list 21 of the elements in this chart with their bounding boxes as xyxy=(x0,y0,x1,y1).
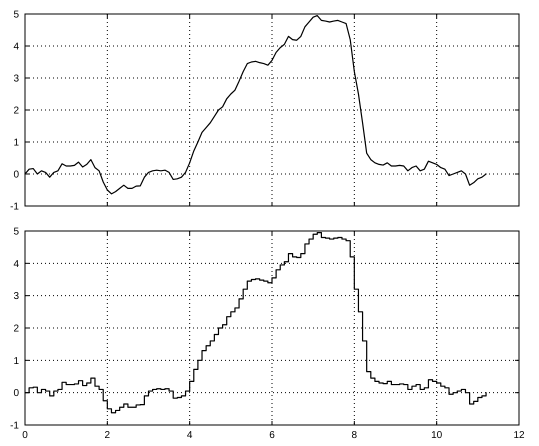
y-tick-label: 5 xyxy=(13,10,20,20)
x-tick-label: 2 xyxy=(104,430,111,441)
y-tick-label: 3 xyxy=(13,74,20,84)
y-tick-label: 0 xyxy=(13,170,20,180)
y-tick-label: 1 xyxy=(13,138,20,148)
y-tick-label: 3 xyxy=(13,291,20,302)
y-tick-label: 4 xyxy=(13,258,20,270)
x-tick-label: 4 xyxy=(186,430,193,441)
y-tick-label: 4 xyxy=(13,42,20,52)
y-tick-label: 1 xyxy=(13,356,20,367)
x-tick-label: 12 xyxy=(513,430,525,441)
y-tick-label: -1 xyxy=(10,202,20,212)
x-tick-label: 10 xyxy=(431,430,443,441)
y-tick-label: 0 xyxy=(13,388,20,400)
y-tick-label: 2 xyxy=(13,324,20,334)
x-tick-label: 6 xyxy=(269,430,276,441)
y-tick-label: 2 xyxy=(13,106,20,116)
x-tick-label: 8 xyxy=(352,430,358,441)
y-tick-label: -1 xyxy=(10,420,20,432)
x-tick-label: 0 xyxy=(22,430,28,441)
y-tick-label: 5 xyxy=(13,226,20,238)
